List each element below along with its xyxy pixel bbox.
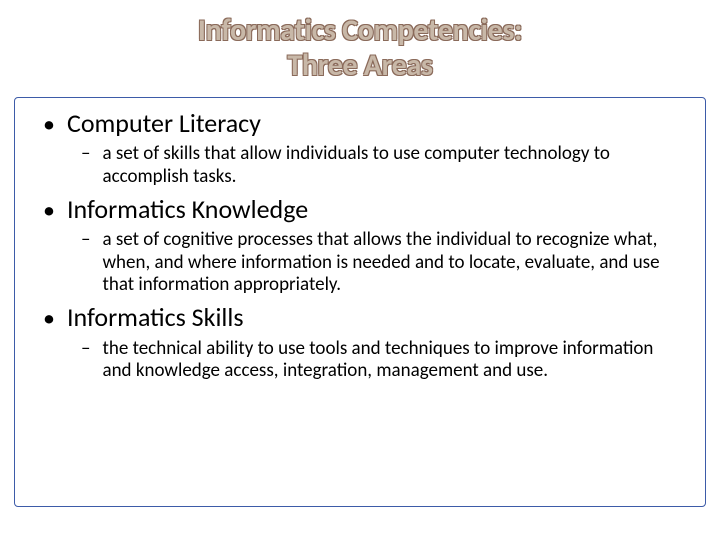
bullet-description: a set of skills that allow individuals t…: [102, 143, 691, 188]
dash-icon: –: [81, 143, 90, 166]
bullet-description: the technical ability to use tools and t…: [102, 338, 691, 383]
bullet-icon: •: [43, 199, 55, 223]
title-line-2: Three Areas: [0, 49, 720, 84]
bullet-heading: Informatics Skills: [67, 302, 244, 333]
bullet-item-3: • Informatics Skills: [29, 302, 691, 333]
bullet-heading: Computer Literacy: [67, 108, 261, 139]
slide-container: Informatics Competencies: Three Areas • …: [0, 0, 720, 540]
bullet-icon: •: [43, 113, 55, 137]
dash-icon: –: [81, 338, 90, 361]
bullet-description: a set of cognitive processes that allows…: [102, 229, 691, 296]
sub-bullet-1: – a set of skills that allow individuals…: [29, 143, 691, 188]
bullet-item-2: • Informatics Knowledge: [29, 194, 691, 225]
bullet-item-1: • Computer Literacy: [29, 108, 691, 139]
content-box: • Computer Literacy – a set of skills th…: [14, 97, 706, 507]
title-area: Informatics Competencies: Three Areas: [0, 0, 720, 91]
sub-bullet-3: – the technical ability to use tools and…: [29, 338, 691, 383]
sub-bullet-2: – a set of cognitive processes that allo…: [29, 229, 691, 296]
title-line-1: Informatics Competencies:: [0, 14, 720, 49]
dash-icon: –: [81, 229, 90, 252]
bullet-heading: Informatics Knowledge: [67, 194, 308, 225]
bullet-icon: •: [43, 307, 55, 331]
